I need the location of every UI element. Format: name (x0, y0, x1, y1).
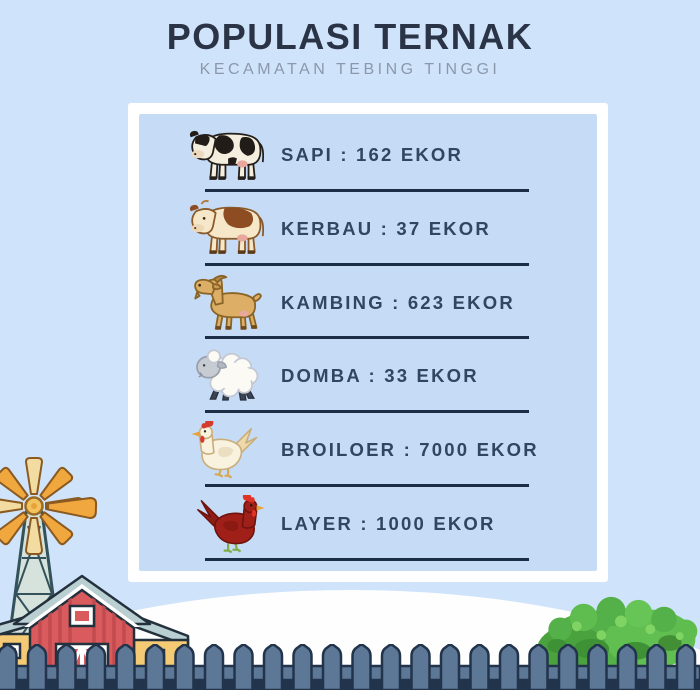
livestock-label: BROILOER : 7000 EKOR (281, 439, 539, 461)
row-divider (205, 410, 529, 414)
livestock-card: SAPI : 162 EKOR (128, 103, 608, 582)
livestock-row-broiloer: BROILOER : 7000 EKOR (139, 413, 597, 488)
livestock-label: LAYER : 1000 EKOR (281, 513, 496, 535)
goat-icon (189, 274, 269, 332)
livestock-row-kerbau: KERBAU : 37 EKOR (139, 192, 597, 266)
picket-fence (0, 644, 700, 690)
layer-chicken-icon (189, 495, 269, 554)
livestock-label: KERBAU : 37 EKOR (281, 217, 491, 239)
cow-icon (189, 126, 269, 184)
row-divider (205, 484, 529, 488)
bush-illustration (536, 596, 698, 677)
livestock-row-sapi: SAPI : 162 EKOR (139, 118, 597, 192)
sheep-icon (189, 347, 269, 405)
page-subtitle: KECAMATAN TEBING TINGGI (199, 61, 501, 78)
row-divider (205, 557, 529, 561)
livestock-label: DOMBA : 33 EKOR (281, 365, 479, 387)
livestock-card-inner: SAPI : 162 EKOR (139, 114, 597, 571)
broiler-chicken-icon (189, 421, 269, 479)
row-divider (205, 336, 529, 340)
livestock-row-domba: DOMBA : 33 EKOR (139, 339, 597, 414)
livestock-row-layer: LAYER : 1000 EKOR (139, 487, 597, 561)
livestock-rows: SAPI : 162 EKOR (139, 118, 597, 561)
livestock-label: KAMBING : 623 EKOR (281, 291, 515, 313)
row-divider (205, 188, 529, 192)
row-divider (205, 262, 529, 266)
buffalo-icon (189, 199, 269, 258)
livestock-row-kambing: KAMBING : 623 EKOR (139, 266, 597, 340)
page-title: POPULASI TERNAK (166, 16, 534, 57)
livestock-label: SAPI : 162 EKOR (281, 143, 464, 165)
